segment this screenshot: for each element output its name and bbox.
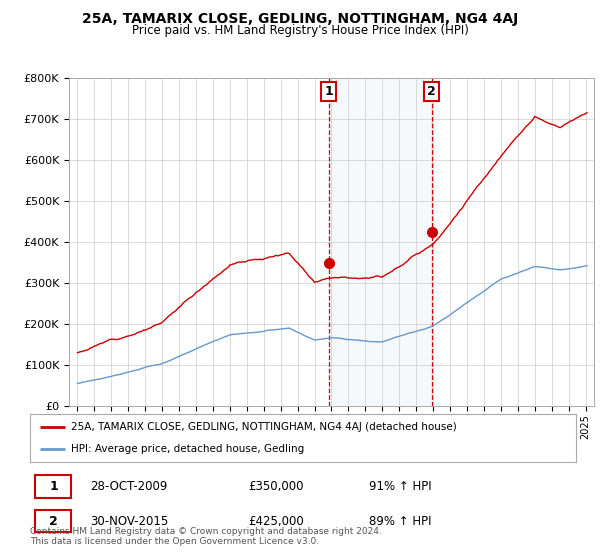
Text: 25A, TAMARIX CLOSE, GEDLING, NOTTINGHAM, NG4 4AJ: 25A, TAMARIX CLOSE, GEDLING, NOTTINGHAM,… <box>82 12 518 26</box>
Text: 2: 2 <box>49 515 58 528</box>
Text: 28-OCT-2009: 28-OCT-2009 <box>90 480 167 493</box>
Text: HPI: Average price, detached house, Gedling: HPI: Average price, detached house, Gedl… <box>71 444 304 454</box>
Text: 89% ↑ HPI: 89% ↑ HPI <box>368 515 431 528</box>
Text: Price paid vs. HM Land Registry's House Price Index (HPI): Price paid vs. HM Land Registry's House … <box>131 24 469 36</box>
Bar <box>329 78 432 406</box>
Text: 30-NOV-2015: 30-NOV-2015 <box>90 515 169 528</box>
Text: £350,000: £350,000 <box>248 480 304 493</box>
Text: 25A, TAMARIX CLOSE, GEDLING, NOTTINGHAM, NG4 4AJ (detached house): 25A, TAMARIX CLOSE, GEDLING, NOTTINGHAM,… <box>71 422 457 432</box>
Text: 1: 1 <box>49 480 58 493</box>
FancyBboxPatch shape <box>35 510 71 532</box>
Text: £425,000: £425,000 <box>248 515 304 528</box>
Text: Contains HM Land Registry data © Crown copyright and database right 2024.
This d: Contains HM Land Registry data © Crown c… <box>30 526 382 546</box>
Text: 1: 1 <box>324 85 333 98</box>
FancyBboxPatch shape <box>35 475 71 497</box>
Text: 2: 2 <box>427 85 436 98</box>
Text: 91% ↑ HPI: 91% ↑ HPI <box>368 480 431 493</box>
